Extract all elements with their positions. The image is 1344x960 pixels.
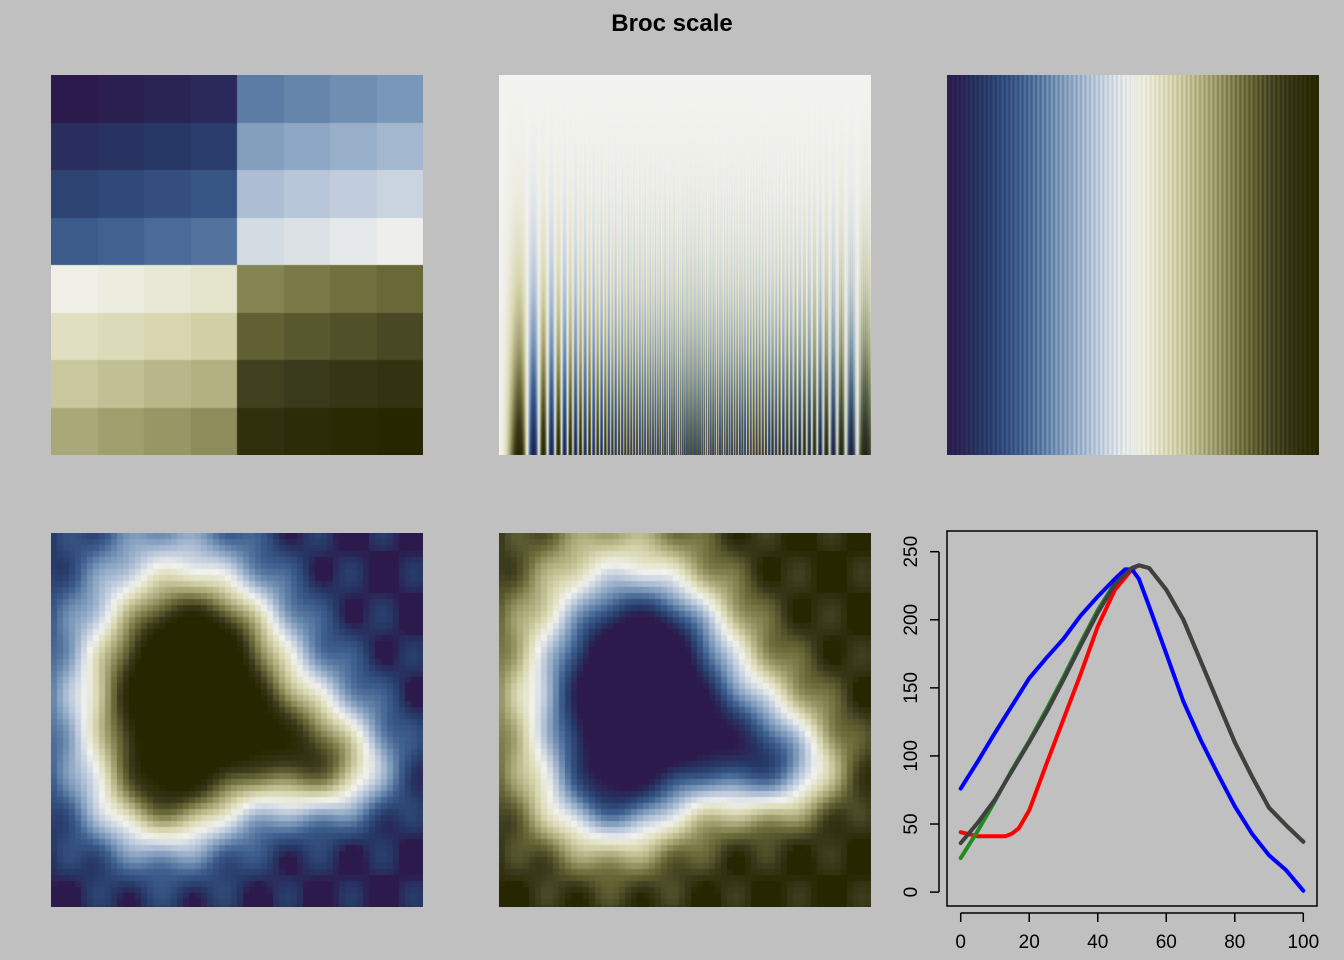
x-tick-label: 20 [1019, 932, 1040, 953]
volcano-reversed-panel [499, 533, 871, 907]
plot-frame [946, 530, 1318, 907]
y-tick-label: 150 [901, 672, 922, 704]
series-line [958, 563, 1306, 861]
y-tick-label: 50 [901, 813, 922, 834]
striped-ramp-panel [947, 75, 1319, 455]
x-tick-label: 100 [1287, 932, 1319, 953]
x-tick-label: 60 [1156, 932, 1177, 953]
tile-grid-image [51, 75, 423, 455]
tile-grid-panel [51, 75, 423, 455]
rgb-line-chart: 0 20 40 60 80 100 0 50 100 150 200 250 [880, 520, 1344, 960]
chart-title: Broc scale [611, 10, 733, 37]
volcano-panel [51, 533, 423, 907]
volcano-image [51, 533, 423, 907]
series-line [958, 567, 1306, 893]
x-tick-label: 80 [1224, 932, 1245, 953]
y-tick-label: 0 [901, 887, 922, 898]
striped-ramp-image [947, 75, 1319, 455]
x-tick-label: 0 [955, 932, 966, 953]
volcano-reversed-image [499, 533, 871, 907]
y-tick-label: 200 [901, 604, 922, 636]
series-line [958, 563, 1306, 846]
y-tick-label: 250 [901, 536, 922, 568]
sine-ramp-panel [499, 75, 871, 455]
x-tick-label: 40 [1087, 932, 1108, 953]
y-tick-label: 100 [901, 740, 922, 772]
sine-ramp-image [499, 75, 871, 455]
